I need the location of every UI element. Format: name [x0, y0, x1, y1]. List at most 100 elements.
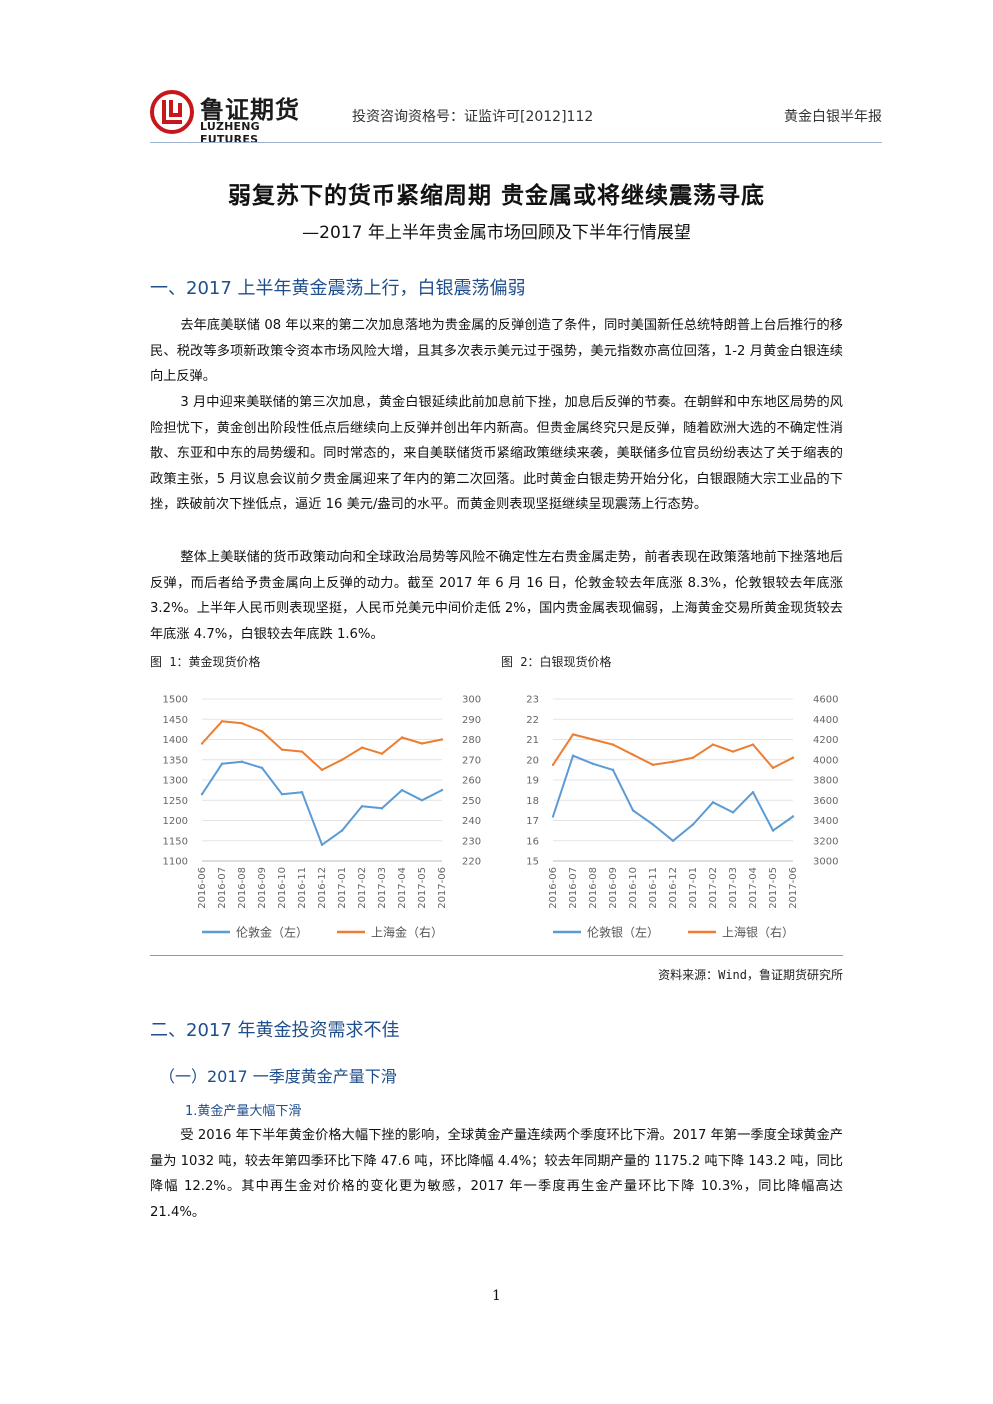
legend-label: 伦敦银（左） — [587, 925, 659, 940]
data-point — [591, 738, 595, 741]
data-point — [771, 766, 775, 770]
x-tick-label: 2016-06 — [548, 867, 559, 909]
x-tick-label: 2017-01 — [337, 867, 348, 909]
y-right-tick-label: 260 — [462, 776, 481, 787]
data-point — [711, 743, 715, 746]
gold-price-chart: 1100 1150 1200 1250 1300 1350 1400 1450 1500 220 2… — [150, 680, 490, 950]
y-left-tick-label: 1450 — [163, 715, 188, 726]
x-tick-label: 2016-08 — [588, 867, 599, 909]
data-point — [360, 746, 364, 749]
x-tick-label: 2016-07 — [217, 867, 228, 909]
data-point — [240, 760, 244, 763]
data-point — [280, 748, 284, 751]
data-point — [300, 750, 304, 753]
y-right-tick-label: 3600 — [813, 796, 838, 807]
data-point — [551, 815, 555, 818]
y-right-tick-label: 4400 — [813, 715, 838, 726]
y-left-tick-label: 15 — [526, 857, 539, 868]
logo-mark-icon — [150, 90, 194, 134]
data-point — [360, 805, 364, 808]
y-right-tick-label: 250 — [462, 796, 481, 807]
y-right-tick-label: 4200 — [813, 735, 838, 746]
data-point — [711, 801, 715, 804]
y-left-tick-label: 18 — [526, 796, 539, 807]
y-left-tick-label: 17 — [526, 816, 539, 827]
y-left-tick-label: 20 — [526, 755, 539, 766]
data-point — [751, 743, 755, 746]
data-point — [320, 843, 324, 846]
y-right-tick-label: 3200 — [813, 836, 838, 847]
data-point — [200, 792, 204, 796]
legend-label: 上海金（右） — [371, 925, 443, 940]
figure-source: 资料来源：Wind，鲁证期货研究所 — [658, 968, 843, 982]
section1-paragraph-2: 3 月中迎来美联储的第三次加息，黄金白银延续此前加息前下挫，加息后反弹的节奏。在… — [150, 395, 843, 513]
series-line-1 — [201, 760, 443, 846]
section2-paragraph-1: 受 2016 年下半年黄金价格大幅下挫的影响，全球黄金产量连续两个季度环比下滑。… — [150, 1128, 843, 1220]
x-tick-label: 2016-07 — [568, 867, 579, 909]
figure1-caption: 图 1：黄金现货价格 — [150, 655, 261, 669]
section1-paragraph-1: 去年底美联储 08 年以来的第二次加息落地为贵金属的反弹创造了条件，同时美国新任… — [150, 318, 843, 385]
data-point — [671, 839, 675, 842]
y-right-tick-label: 220 — [462, 857, 481, 868]
silver-chart-svg: 15 16 17 18 19 20 21 22 23 3000 3200 3400 3600 3800 40… — [526, 695, 838, 940]
data-point — [791, 815, 795, 818]
y-right-tick-label: 280 — [462, 735, 481, 746]
data-point — [240, 722, 244, 725]
y-left-tick-label: 1200 — [163, 816, 188, 827]
data-point — [651, 823, 655, 826]
y-left-tick-label: 1100 — [163, 857, 188, 868]
x-tick-label: 2017-06 — [788, 867, 799, 909]
data-point — [551, 763, 555, 767]
y-right-tick-label: 230 — [462, 836, 481, 847]
y-left-tick-label: 1400 — [163, 735, 188, 746]
section2-subsubheading: 1.黄金产量大幅下滑 — [185, 1104, 302, 1119]
section1-heading: 一、2017 上半年黄金震荡上行，白银震荡偏弱 — [150, 278, 526, 299]
data-point — [691, 823, 695, 826]
x-tick-label: 2016-10 — [277, 867, 288, 909]
x-tick-label: 2017-05 — [768, 867, 779, 909]
data-point — [571, 733, 575, 736]
figure2-caption: 图 2：白银现货价格 — [501, 655, 612, 669]
x-tick-label: 2017-06 — [437, 867, 448, 909]
data-point — [731, 750, 735, 753]
data-point — [340, 829, 344, 832]
y-left-tick-label: 1150 — [163, 836, 188, 847]
data-point — [420, 799, 424, 802]
y-right-tick-label: 4000 — [813, 755, 838, 766]
y-left-tick-label: 1350 — [163, 755, 188, 766]
page-header: 鲁证期货 LUZHENG FUTURES 投资咨询资格号：证监许可[2012]1… — [150, 84, 882, 146]
data-point — [571, 754, 575, 757]
data-point — [791, 756, 795, 759]
data-point — [420, 742, 424, 745]
data-point — [220, 762, 224, 765]
y-left-tick-label: 21 — [526, 735, 539, 746]
data-point — [611, 743, 615, 746]
x-tick-label: 2016-09 — [257, 867, 268, 909]
data-point — [380, 807, 384, 810]
y-left-tick-label: 1300 — [163, 776, 188, 787]
y-right-tick-label: 270 — [462, 755, 481, 766]
y-left-tick-label: 1500 — [163, 695, 188, 706]
x-tick-label: 2017-05 — [417, 867, 428, 909]
license-number: 投资咨询资格号：证监许可[2012]112 — [352, 109, 594, 125]
data-point — [260, 730, 264, 733]
y-left-tick-label: 22 — [526, 715, 539, 726]
x-tick-label: 2016-11 — [297, 867, 308, 909]
silver-price-chart: 15 16 17 18 19 20 21 22 23 3000 3200 3400 3600 3800 40… — [501, 680, 841, 950]
x-tick-label: 2016-11 — [648, 867, 659, 909]
data-point — [280, 792, 284, 796]
data-point — [220, 720, 224, 723]
page-number: 1 — [492, 1288, 501, 1304]
data-point — [651, 763, 655, 767]
data-point — [691, 756, 695, 759]
figure-divider — [150, 955, 843, 956]
x-tick-label: 2016-12 — [668, 867, 679, 909]
section2-heading: 二、2017 年黄金投资需求不佳 — [150, 1020, 400, 1041]
data-point — [320, 768, 324, 772]
x-tick-label: 2017-03 — [377, 867, 388, 909]
y-right-tick-label: 3800 — [813, 776, 838, 787]
y-right-tick-label: 4600 — [813, 695, 838, 706]
data-point — [631, 809, 635, 812]
data-point — [380, 752, 384, 755]
y-right-tick-label: 3000 — [813, 857, 838, 868]
